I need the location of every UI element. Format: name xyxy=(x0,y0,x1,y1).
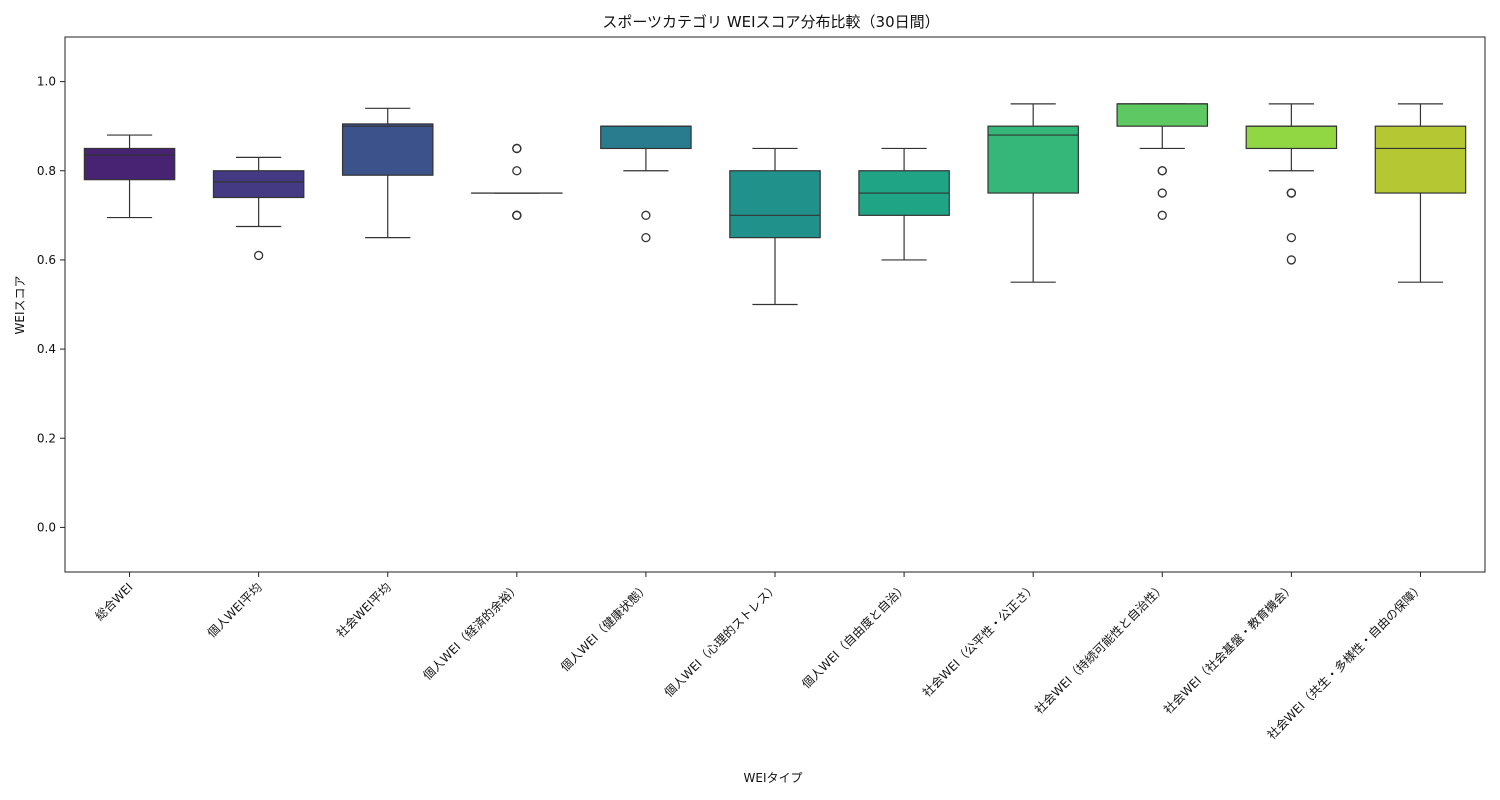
y-axis: 0.0 0.2 0.4 0.6 0.8 1.0 xyxy=(37,75,65,534)
iqr-box xyxy=(729,170,821,239)
iqr-box xyxy=(987,125,1079,194)
x-tick-label: 個人WEI（健康状態） xyxy=(557,580,652,675)
outlier-point xyxy=(641,232,651,243)
x-tick-label: 社会WEI（社会基盤・教育機会） xyxy=(1160,580,1297,717)
chart-title: スポーツカテゴリ WEIスコア分布比較（30日間） xyxy=(602,13,939,31)
box-11 xyxy=(1374,103,1467,283)
outlier-point xyxy=(1157,210,1167,220)
x-axis-title: WEIタイプ xyxy=(744,771,803,785)
x-tick-label: 個人WEI（自由度と自治） xyxy=(798,580,910,692)
y-tick-label: 0.8 xyxy=(37,164,56,178)
x-tick-label: 総合WEI xyxy=(92,580,136,624)
box-series xyxy=(83,103,1467,306)
y-tick-label: 1.0 xyxy=(37,75,56,89)
y-tick-label: 0.6 xyxy=(37,253,56,267)
outlier-point xyxy=(1157,166,1167,176)
x-tick-label: 社会WEI平均 xyxy=(333,580,394,641)
box-9 xyxy=(1116,103,1209,220)
outlier-point xyxy=(1286,232,1297,243)
outlier-point xyxy=(512,166,522,176)
box-8 xyxy=(987,103,1079,283)
x-tick-label: 個人WEI（心理的ストレス） xyxy=(661,580,781,700)
box-6 xyxy=(729,147,821,306)
box-3 xyxy=(341,107,434,239)
box-7 xyxy=(858,147,950,261)
box-2 xyxy=(212,156,305,261)
y-tick-label: 0.0 xyxy=(37,520,56,534)
x-tick-label: 個人WEI平均 xyxy=(205,580,265,640)
outlier-point xyxy=(1286,255,1297,265)
box-1 xyxy=(83,134,176,219)
box-5 xyxy=(600,125,692,243)
iqr-box xyxy=(600,125,692,150)
outlier-point xyxy=(512,143,522,154)
iqr-box xyxy=(1116,103,1209,127)
x-tick-label: 社会WEI（公平性・公正さ） xyxy=(919,580,1039,700)
y-tick-label: 0.4 xyxy=(37,342,56,356)
iqr-box xyxy=(212,170,305,199)
iqr-box xyxy=(341,123,434,176)
iqr-box xyxy=(83,147,176,181)
outlier-point xyxy=(1157,188,1167,198)
box-4 xyxy=(471,143,563,220)
x-axis: 総合WEI 個人WEI平均 社会WEI平均 個人WEI（経済的余裕） 個人WEI（健康状… xyxy=(92,572,1427,742)
y-tick-label: 0.2 xyxy=(37,431,56,445)
box-10 xyxy=(1245,103,1338,265)
outlier-point xyxy=(1286,188,1297,198)
iqr-box xyxy=(1245,125,1338,150)
x-tick-label: 個人WEI（経済的余裕） xyxy=(420,580,523,683)
x-tick-label: 社会WEI（持続可能性と自治性） xyxy=(1031,580,1168,717)
x-tick-label: 社会WEI（共生・多様性・自由の保障） xyxy=(1264,580,1427,743)
outlier-point xyxy=(512,210,522,220)
iqr-box xyxy=(1374,125,1467,194)
y-axis-title: WEIスコア xyxy=(13,276,27,335)
outlier-point xyxy=(253,250,264,261)
outlier-point xyxy=(641,210,651,220)
